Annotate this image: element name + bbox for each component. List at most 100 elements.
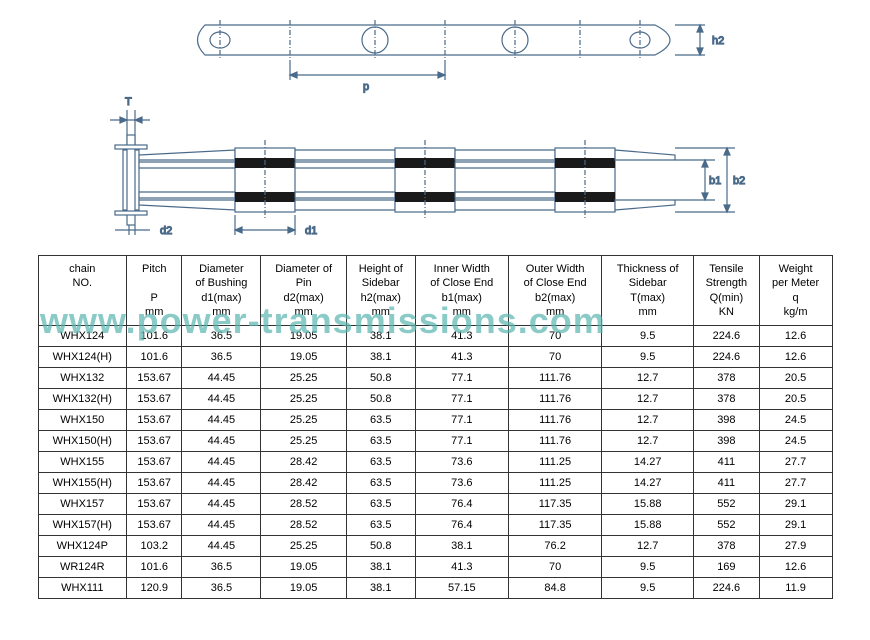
table-cell: WHX157(H) [38,515,127,536]
table-row: WHX132153.6744.4525.2550.877.1111.7612.7… [38,368,832,389]
table-cell: 36.5 [182,326,261,347]
table-row: WHX155153.6744.4528.4263.573.6111.2514.2… [38,452,832,473]
table-cell: WHX155 [38,452,127,473]
table-cell: 411 [694,452,760,473]
table-cell: 50.8 [346,536,415,557]
table-cell: 153.67 [127,494,182,515]
table-cell: 70 [508,557,601,578]
table-cell: 224.6 [694,326,760,347]
table-cell: 169 [694,557,760,578]
table-cell: 44.45 [182,368,261,389]
table-cell: 50.8 [346,389,415,410]
table-cell: 117.35 [508,494,601,515]
table-cell: WHX124P [38,536,127,557]
column-header: Outer Widthof Close Endb2(max)mm [508,256,601,326]
table-cell: 27.7 [759,473,832,494]
column-header: Weightper Meterqkg/m [759,256,832,326]
table-cell: WHX150 [38,410,127,431]
table-cell: 73.6 [415,473,508,494]
dim-b1: b1 [709,175,721,187]
table-cell: 153.67 [127,410,182,431]
table-cell: 11.9 [759,578,832,599]
table-cell: WHX157 [38,494,127,515]
table-cell: 38.1 [346,578,415,599]
table-cell: 12.7 [602,536,694,557]
table-cell: 12.6 [759,326,832,347]
column-header: Height ofSidebarh2(max)mm [346,256,415,326]
table-cell: 63.5 [346,473,415,494]
table-cell: 398 [694,431,760,452]
table-header: chainNO. Pitch PmmDiameterof Bushingd1(m… [38,256,832,326]
table-cell: 25.25 [261,410,346,431]
table-cell: 77.1 [415,431,508,452]
table-cell: 101.6 [127,326,182,347]
table-row: WHX150(H)153.6744.4525.2563.577.1111.761… [38,431,832,452]
table-cell: 38.1 [346,326,415,347]
table-cell: 63.5 [346,452,415,473]
column-header: Thickness ofSidebarT(max)mm [602,256,694,326]
table-cell: 28.52 [261,515,346,536]
table-cell: 15.88 [602,515,694,536]
table-cell: 28.42 [261,473,346,494]
table-cell: 12.7 [602,368,694,389]
table-cell: 117.35 [508,515,601,536]
table-cell: 28.42 [261,452,346,473]
table-cell: 9.5 [602,557,694,578]
table-cell: 25.25 [261,536,346,557]
table-cell: 19.05 [261,557,346,578]
chain-diagram: h2 p T [65,20,805,240]
table-cell: 378 [694,389,760,410]
spec-table: chainNO. Pitch PmmDiameterof Bushingd1(m… [38,255,833,599]
table-cell: 552 [694,494,760,515]
table-cell: 378 [694,536,760,557]
dim-T: T [125,96,132,108]
table-cell: 19.05 [261,326,346,347]
table-cell: 36.5 [182,347,261,368]
table-cell: 153.67 [127,452,182,473]
table-cell: 153.67 [127,368,182,389]
column-header: Diameterof Bushingd1(max)mm [182,256,261,326]
table-cell: 15.88 [602,494,694,515]
table-cell: 38.1 [415,536,508,557]
table-cell: 19.05 [261,578,346,599]
table-cell: 29.1 [759,515,832,536]
table-cell: 224.6 [694,347,760,368]
column-header: Pitch Pmm [127,256,182,326]
table-cell: 24.5 [759,410,832,431]
table-row: WHX124(H)101.636.519.0538.141.3709.5224.… [38,347,832,368]
table-cell: 36.5 [182,557,261,578]
dim-d2: d2 [160,225,172,237]
table-cell: 398 [694,410,760,431]
table-cell: 24.5 [759,431,832,452]
table-cell: 76.2 [508,536,601,557]
table-cell: 76.4 [415,494,508,515]
table-cell: 57.15 [415,578,508,599]
table-cell: 25.25 [261,389,346,410]
table-row: WHX111120.936.519.0538.157.1584.89.5224.… [38,578,832,599]
table-cell: 378 [694,368,760,389]
table-row: WHX157153.6744.4528.5263.576.4117.3515.8… [38,494,832,515]
table-cell: 120.9 [127,578,182,599]
table-cell: 12.7 [602,431,694,452]
table-row: WHX155(H)153.6744.4528.4263.573.6111.251… [38,473,832,494]
table-cell: 12.7 [602,389,694,410]
table-cell: WHX111 [38,578,127,599]
column-header: chainNO. [38,256,127,326]
table-body: WHX124101.636.519.0538.141.3709.5224.612… [38,326,832,599]
table-cell: 44.45 [182,494,261,515]
table-cell: 41.3 [415,557,508,578]
table-cell: 12.6 [759,557,832,578]
table-row: WHX150153.6744.4525.2563.577.1111.7612.7… [38,410,832,431]
table-cell: 70 [508,347,601,368]
table-cell: 552 [694,515,760,536]
table-row: WR124R101.636.519.0538.141.3709.516912.6 [38,557,832,578]
table-cell: 27.7 [759,452,832,473]
table-cell: 27.9 [759,536,832,557]
table-cell: 44.45 [182,410,261,431]
table-cell: 63.5 [346,515,415,536]
table-cell: 20.5 [759,389,832,410]
table-cell: 12.7 [602,410,694,431]
dim-b2: b2 [733,175,745,187]
table-cell: 14.27 [602,452,694,473]
table-cell: 77.1 [415,410,508,431]
